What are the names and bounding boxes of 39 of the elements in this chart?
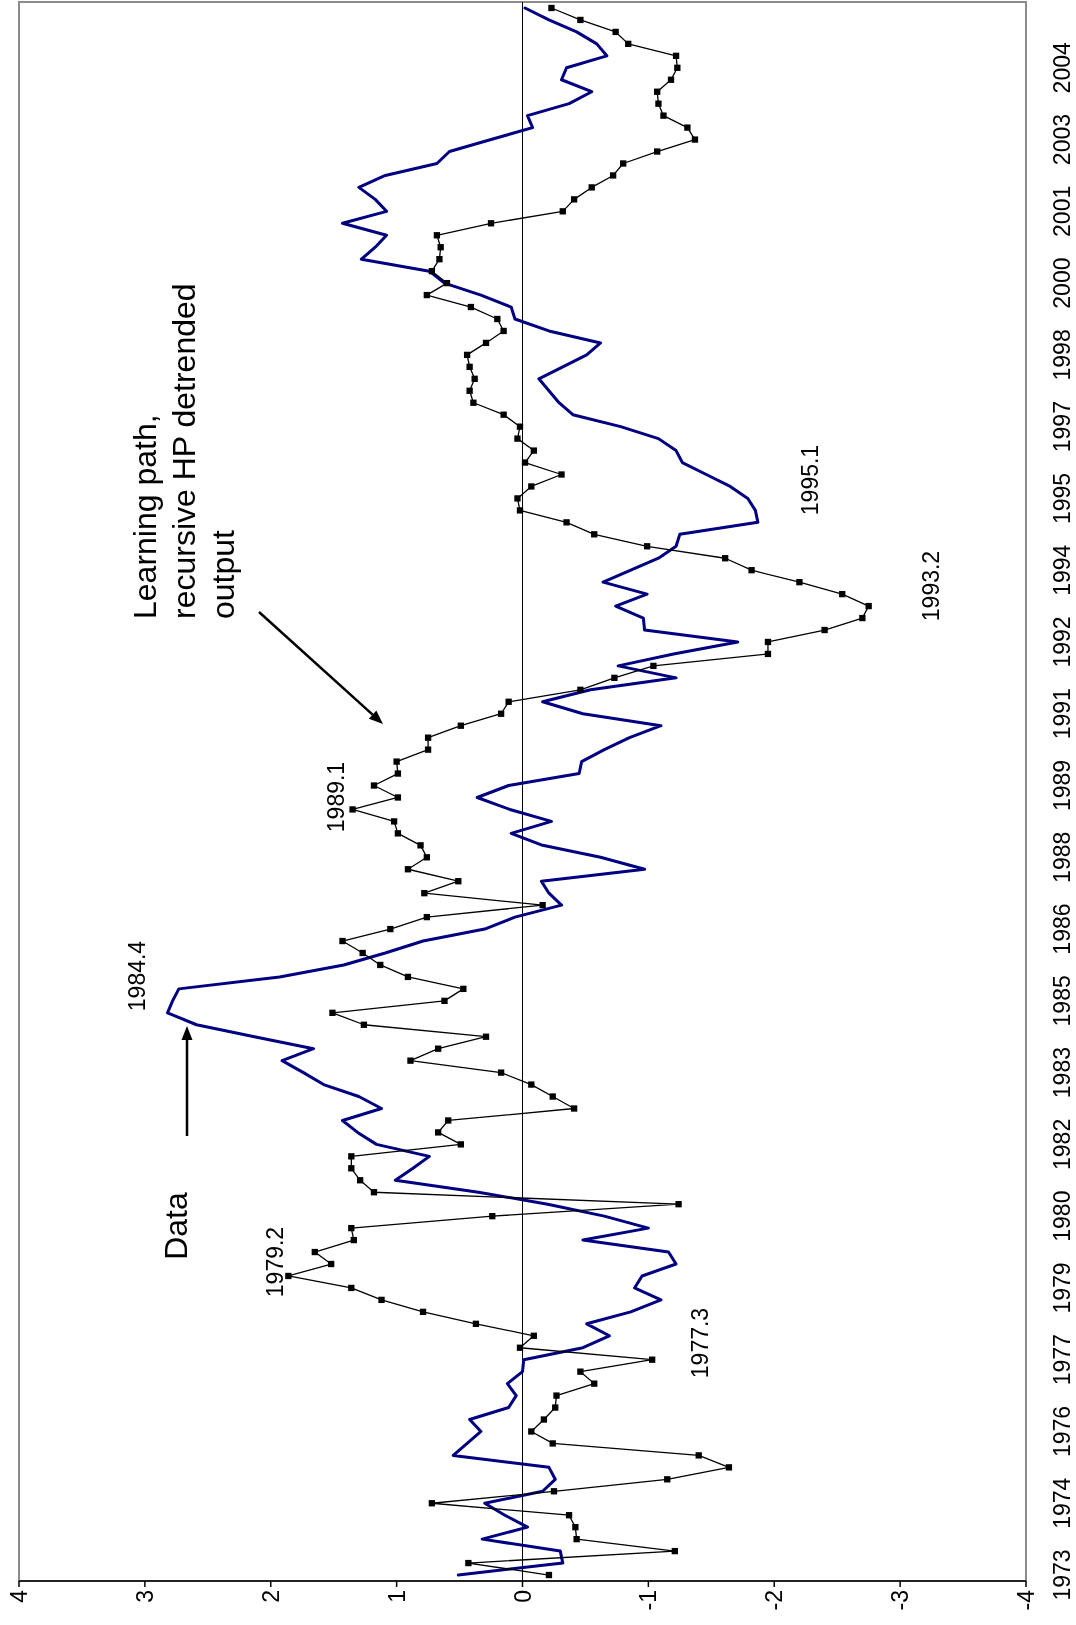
y-tick-label: 1976 — [1049, 1405, 1075, 1458]
y-tick-label: 1977 — [1049, 1334, 1075, 1386]
y-tick-label: 1997 — [1049, 401, 1075, 453]
y-tick-label: 1991 — [1049, 688, 1075, 740]
y-tick-label: 2000 — [1049, 257, 1075, 309]
annotation: 1993.2 — [918, 550, 944, 622]
x-tick-label: 1 — [383, 1590, 410, 1603]
y-tick-label: 1982 — [1049, 1118, 1075, 1170]
y-tick-label: 1998 — [1049, 329, 1075, 381]
y-tick-label: 1992 — [1049, 616, 1075, 668]
y-tick-label: 1994 — [1049, 544, 1075, 596]
y-tick-label: 1974 — [1049, 1477, 1075, 1529]
y-tick-label: 1988 — [1049, 831, 1075, 883]
y-tick-label: 2001 — [1049, 185, 1075, 237]
y-tick-label: 2003 — [1049, 113, 1075, 166]
y-tick-label: 1983 — [1049, 1047, 1075, 1099]
annotation: 1984.4 — [124, 940, 150, 1012]
annotation: 1977.3 — [687, 1307, 713, 1379]
y-tick-label: 1995 — [1049, 472, 1075, 525]
x-tick-label: 3 — [131, 1590, 158, 1603]
x-tick-label: -2 — [761, 1590, 788, 1611]
x-tick-label: -1 — [635, 1590, 662, 1611]
y-tick-label: 1989 — [1049, 759, 1075, 812]
x-tick-label: 0 — [509, 1590, 536, 1603]
y-tick-label: 1980 — [1049, 1190, 1075, 1242]
x-tick-label: -3 — [887, 1590, 914, 1611]
text: Learning path, recursive HP detrended output — [127, 283, 242, 619]
y-tick-label: 1973 — [1049, 1549, 1075, 1601]
annotation: 1979.2 — [262, 1226, 288, 1298]
x-tick-label: 2 — [257, 1590, 284, 1603]
x-tick-label: -4 — [1013, 1589, 1039, 1611]
y-tick-label: 2004 — [1049, 42, 1075, 94]
annotation: Data — [158, 1192, 194, 1260]
annotation: 1989.1 — [323, 761, 349, 833]
y-tick-label: 1979 — [1049, 1262, 1075, 1314]
annotation: 1995.1 — [797, 444, 823, 516]
y-tick-label: 1986 — [1049, 903, 1075, 955]
y-tick-label: 1985 — [1049, 975, 1075, 1027]
x-tick-label: 4 — [6, 1589, 32, 1603]
